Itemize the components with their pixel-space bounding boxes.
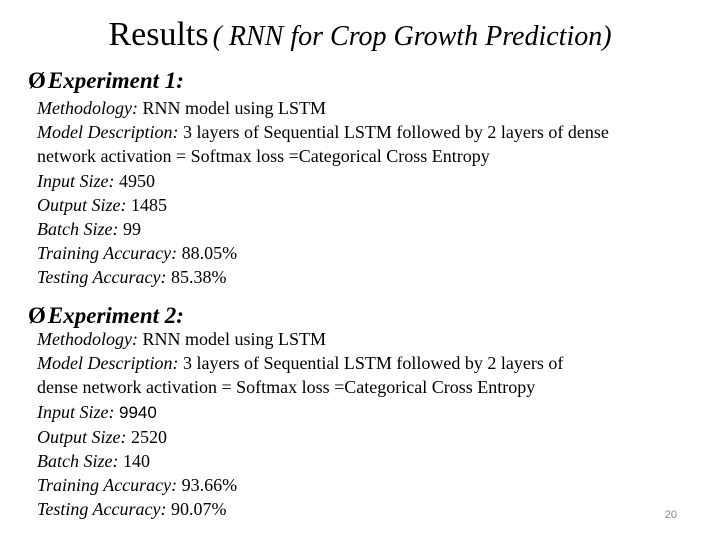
testing-accuracy-line: Testing Accuracy: 85.38% — [37, 265, 697, 289]
methodology-value: RNN model using LSTM — [142, 98, 326, 118]
model-description-value: 3 layers of Sequential LSTM followed by … — [182, 353, 564, 374]
experiment-2-heading-text: Experiment 2: — [47, 303, 184, 328]
model-description-label: Model Description: — [37, 353, 179, 374]
input-size-label: Input Size: — [37, 401, 115, 422]
experiment-2-heading: ØExperiment 2: — [28, 304, 184, 327]
training-accuracy-value: 88.05% — [181, 243, 238, 264]
model-description-continuation: network activation = Softmax loss =Categ… — [37, 146, 490, 167]
training-accuracy-label: Training Accuracy: — [37, 243, 178, 264]
batch-size-line: Batch Size: 99 — [37, 217, 697, 241]
training-accuracy-label: Training Accuracy: — [37, 475, 178, 496]
batch-size-line: Batch Size: 140 — [37, 449, 697, 473]
input-size-value: 9940 — [118, 402, 157, 422]
testing-accuracy-value: 90.07% — [170, 499, 227, 520]
methodology-label: Methodology: — [37, 329, 138, 349]
testing-accuracy-value: 85.38% — [170, 267, 227, 288]
title-subtitle: ( RNN for Crop Growth Prediction) — [212, 21, 612, 52]
slide-title: Results ( RNN for Crop Growth Prediction… — [0, 18, 720, 52]
title-main: Results — [108, 16, 209, 53]
batch-size-label: Batch Size: — [37, 219, 119, 240]
training-accuracy-line: Training Accuracy: 88.05% — [37, 241, 697, 265]
output-size-label: Output Size: — [37, 194, 127, 215]
input-size-value: 4950 — [118, 170, 155, 191]
input-size-label: Input Size: — [37, 170, 115, 191]
model-description-continuation: dense network activation = Softmax loss … — [37, 377, 536, 398]
arrow-bullet-icon: Ø — [28, 303, 46, 328]
output-size-value: 1485 — [131, 194, 167, 215]
testing-accuracy-line: Testing Accuracy: 90.07% — [37, 497, 697, 521]
model-description-line: Model Description: 3 layers of Sequentia… — [37, 351, 697, 375]
input-size-line: Input Size: 4950 — [37, 169, 697, 193]
model-description-line: Model Description: 3 layers of Sequentia… — [37, 120, 697, 144]
training-accuracy-value: 93.66% — [181, 475, 238, 496]
output-size-line: Output Size: 1485 — [37, 193, 697, 217]
experiment-2-details: Methodology: RNN model using LSTM Model … — [37, 327, 697, 522]
batch-size-value: 140 — [122, 451, 150, 472]
experiment-1-heading-text: Experiment 1: — [47, 68, 184, 93]
methodology-line: Methodology: RNN model using LSTM — [37, 327, 697, 351]
batch-size-value: 99 — [122, 219, 141, 240]
training-accuracy-line: Training Accuracy: 93.66% — [37, 473, 697, 497]
arrow-bullet-icon: Ø — [28, 68, 46, 93]
input-size-line: Input Size: 9940 — [37, 400, 697, 425]
methodology-line: Methodology: RNN model using LSTM — [37, 96, 697, 120]
experiment-1-heading: ØExperiment 1: — [28, 69, 184, 92]
methodology-label: Methodology: — [37, 98, 138, 118]
methodology-value: RNN model using LSTM — [142, 329, 326, 349]
model-description-value: 3 layers of Sequential LSTM followed by … — [182, 122, 609, 143]
model-description-label: Model Description: — [37, 122, 179, 143]
output-size-value: 2520 — [131, 426, 167, 447]
page-number: 20 — [664, 509, 677, 521]
output-size-label: Output Size: — [37, 426, 127, 447]
testing-accuracy-label: Testing Accuracy: — [37, 267, 167, 288]
experiment-1-details: Methodology: RNN model using LSTM Model … — [37, 96, 697, 290]
batch-size-label: Batch Size: — [37, 451, 119, 472]
testing-accuracy-label: Testing Accuracy: — [37, 499, 167, 520]
output-size-line: Output Size: 2520 — [37, 425, 697, 449]
